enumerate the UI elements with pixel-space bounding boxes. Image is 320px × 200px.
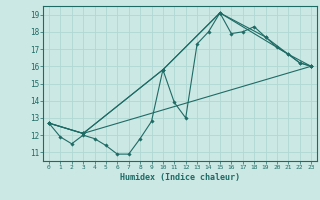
X-axis label: Humidex (Indice chaleur): Humidex (Indice chaleur) xyxy=(120,173,240,182)
